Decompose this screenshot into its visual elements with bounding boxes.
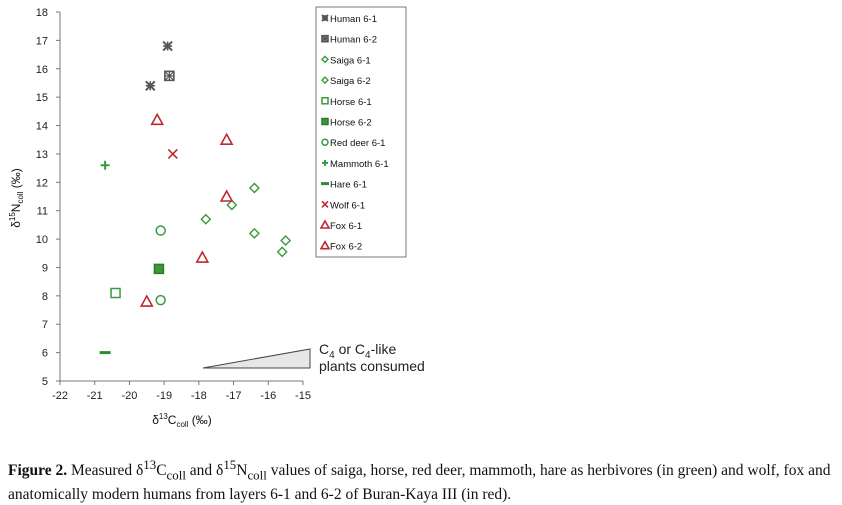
data-point: [110, 287, 121, 299]
legend-marker: [321, 117, 329, 126]
caption-text-b: and δ: [185, 462, 224, 480]
caption-sub-coll-2: coll: [247, 467, 267, 483]
x-tick-label: -20: [121, 390, 137, 402]
caption-label: Figure 2.: [8, 462, 68, 480]
x-tick-label: -17: [226, 390, 242, 402]
legend-marker: [321, 14, 329, 22]
legend-marker: [321, 138, 329, 146]
legend-label: Red deer 6-1: [330, 138, 385, 149]
x-tick-label: -18: [191, 390, 207, 402]
caption-text-a: Measured δ: [67, 462, 144, 480]
legend-marker: [321, 76, 329, 85]
annotation-line-1: C4 or C4-like: [319, 341, 396, 361]
figure-caption: Figure 2. Measured δ13Ccoll and δ15Ncoll…: [8, 455, 838, 505]
y-tick-label: 7: [42, 319, 48, 331]
y-tick-label: 10: [36, 234, 48, 246]
annotation-line-2: plants consumed: [319, 358, 425, 374]
legend-marker: [319, 219, 331, 229]
data-point: [155, 294, 166, 306]
caption-sup-15: 15: [223, 457, 237, 472]
y-tick-label: 6: [42, 348, 48, 360]
x-axis-title: δ13Ccoll (‰): [152, 412, 212, 429]
legend-marker: [321, 200, 329, 208]
x-tick-label: -22: [52, 390, 68, 402]
data-point: [276, 246, 288, 258]
y-tick-label: 13: [36, 149, 48, 161]
x-tick-label: -21: [87, 390, 103, 402]
data-point: [219, 189, 234, 202]
c4-wedge: [202, 348, 311, 369]
legend-marker: [319, 240, 331, 250]
data-point: [162, 40, 173, 52]
y-tick-label: 15: [36, 92, 48, 104]
legend-label: Wolf 6-1: [330, 200, 365, 211]
data-point: [155, 225, 166, 236]
x-tick-label: -15: [295, 390, 311, 402]
caption-text-c: values of saiga, horse, red deer, mammot…: [8, 462, 831, 504]
scatter-chart: -22 -21 -20 -19 -18 -17 -16 -15 5 6 7 8 9 10 11 12 13 14 1…: [8, 6, 425, 429]
legend: Human 6-1 Human 6-2 Saiga 6-1 Saiga 6-2 Hors…: [315, 6, 407, 258]
x-tick-label: -16: [260, 390, 276, 402]
x-tick-label: -19: [156, 390, 172, 402]
data-point: [100, 160, 110, 170]
legend-marker: [321, 55, 329, 64]
legend-label: Saiga 6-2: [330, 76, 371, 87]
y-tick-label: 5: [42, 376, 48, 388]
data-point: [153, 263, 165, 275]
caption-c: C: [156, 462, 167, 480]
legend-marker: [321, 34, 329, 43]
legend-label: Mammoth 6-1: [330, 159, 389, 170]
data-point: [150, 112, 165, 126]
legend-marker: [321, 97, 329, 105]
data-point: [280, 235, 292, 246]
data-point: [219, 132, 234, 146]
data-point: [248, 182, 260, 194]
y-tick-label: 9: [42, 262, 48, 274]
y-tick-label: 18: [36, 7, 48, 19]
axes: -22 -21 -20 -19 -18 -17 -16 -15 5 6 7 8 9 10 11 12 13 14 1…: [8, 7, 311, 429]
y-tick-label: 16: [36, 64, 48, 76]
legend-label: Horse 6-1: [330, 97, 372, 108]
caption-n: N: [236, 462, 248, 480]
legend-box: [315, 6, 407, 258]
legend-label: Human 6-1: [330, 14, 377, 25]
y-tick-label: 8: [42, 291, 48, 303]
data-point: [248, 227, 260, 239]
y-tick-label: 17: [36, 35, 48, 47]
legend-label: Hare 6-1: [330, 180, 367, 191]
caption-sup-13: 13: [143, 457, 157, 472]
data-point: [226, 199, 238, 211]
legend-marker: [322, 159, 328, 166]
data-points: [99, 40, 292, 355]
y-tick-label: 14: [36, 121, 48, 133]
legend-label: Saiga 6-1: [330, 55, 371, 66]
caption-sub-coll-1: coll: [166, 467, 186, 483]
legend-label: Human 6-2: [330, 35, 377, 46]
data-point: [145, 80, 156, 92]
legend-label: Horse 6-2: [330, 118, 372, 129]
data-point: [195, 250, 210, 263]
legend-label: Fox 6-2: [330, 242, 362, 253]
y-tick-label: 11: [37, 206, 48, 218]
data-point: [200, 213, 212, 225]
data-point: [167, 148, 178, 159]
data-point: [164, 70, 175, 82]
y-tick-label: 12: [36, 177, 48, 189]
legend-label: Fox 6-1: [330, 221, 362, 232]
y-axis-title: δ15Ncoll (‰): [8, 168, 25, 228]
data-point: [139, 294, 154, 307]
